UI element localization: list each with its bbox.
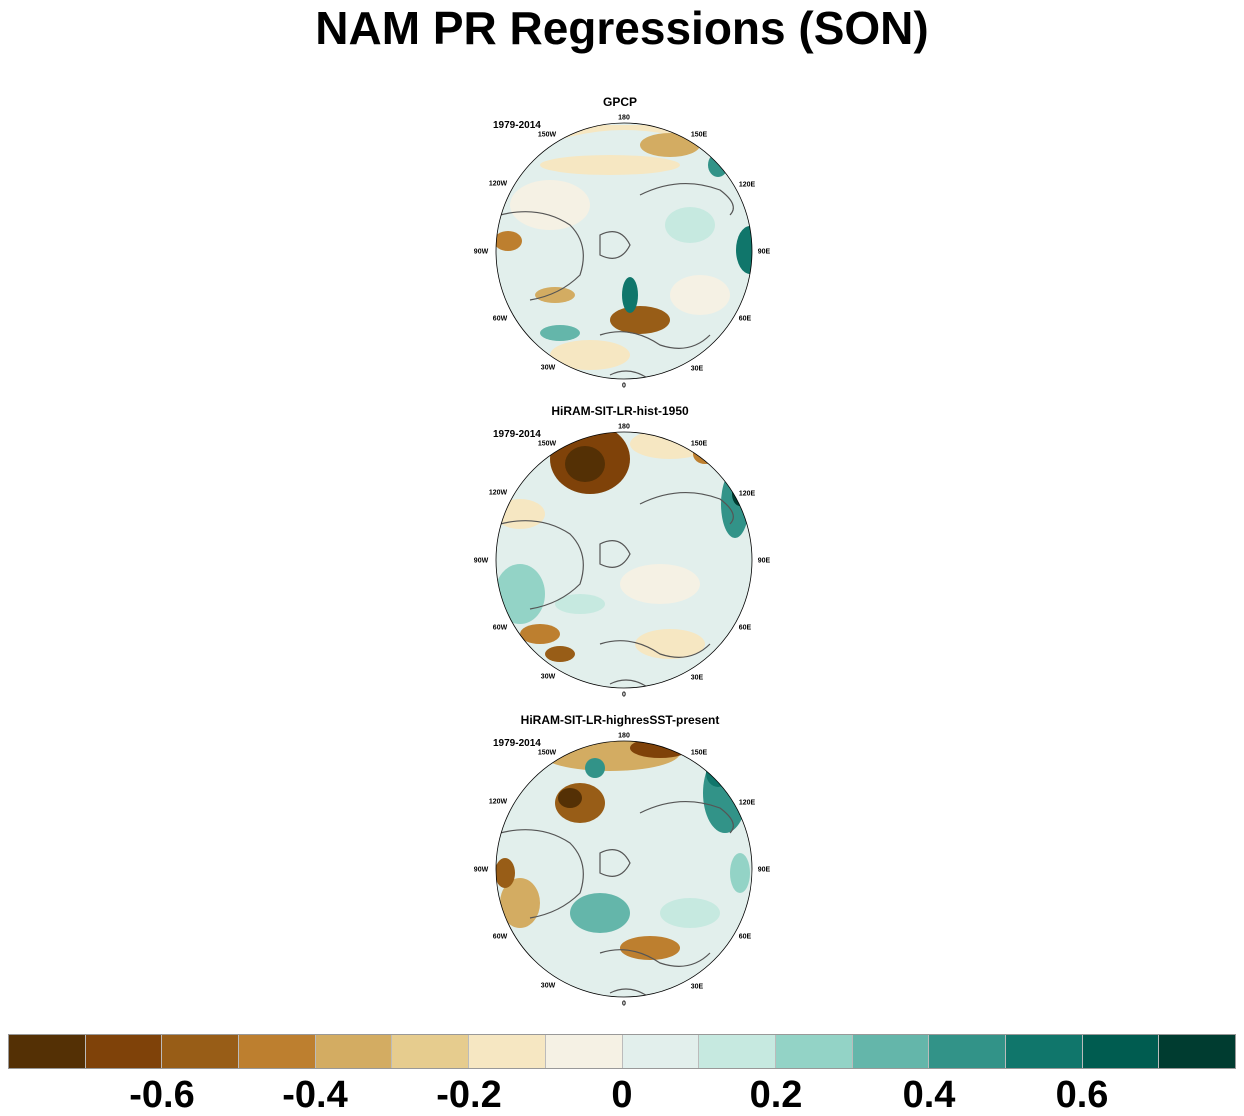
period-label: 1979-2014 [493,120,541,131]
map-panel-highressst-present: HiRAM-SIT-LR-highresSST-present 1979-201… [460,713,780,1013]
lon-label: 30W [540,982,556,990]
lon-label: 90W [473,248,489,256]
polar-map [495,122,753,380]
lon-label: 60E [738,315,752,323]
panel-title: GPCP [602,95,637,109]
lon-label: 60W [492,624,508,632]
lon-label: 150E [690,749,708,757]
colorbar-tick-label: 0.6 [1055,1074,1109,1116]
lon-label: 180 [618,423,630,431]
period-label: 1979-2014 [493,429,541,440]
colorbar-tick-label: 0.2 [749,1074,803,1116]
lon-label: 150E [690,440,708,448]
colorbar-box [852,1035,930,1068]
lon-label: 180 [618,114,630,122]
lon-label: 90E [757,248,771,256]
map-panel-hist-1950: HiRAM-SIT-LR-hist-1950 1979-2014 [460,404,780,704]
colorbar-tick-label: 0 [611,1074,633,1116]
lon-label: 150W [537,131,557,139]
colorbar-box [162,1035,240,1068]
colorbar-box [775,1035,853,1068]
colorbar-tick-label: -0.6 [129,1074,195,1116]
lon-label: 150E [690,131,708,139]
colorbar-box [9,1035,86,1068]
lon-label: 60W [492,315,508,323]
colorbar-box [469,1035,546,1068]
lon-label: 150W [537,749,557,757]
lon-label: 30E [690,983,704,991]
colorbar-box [622,1035,700,1068]
lon-label: 60E [738,933,752,941]
colorbar-box [315,1035,393,1068]
lon-label: 0 [622,691,626,699]
lon-label: 60E [738,624,752,632]
colorbar-box [1082,1035,1160,1068]
colorbar-tick-label: 0.4 [902,1074,956,1116]
lon-label: 180 [618,732,630,740]
colorbar-box [85,1035,163,1068]
colorbar-box [929,1035,1006,1068]
figure-title: NAM PR Regressions (SON) [315,2,929,54]
colorbar-box [1159,1035,1235,1068]
colorbar-tick-label: -0.2 [436,1074,502,1116]
colorbar-box [699,1035,776,1068]
lon-label: 90E [757,557,771,565]
lon-label: 120E [738,799,756,807]
lon-label: 90W [473,557,489,565]
lon-label: 30W [540,673,556,681]
lon-label: 30E [690,674,704,682]
lon-label: 120W [488,798,508,806]
polar-map [495,740,753,998]
map-panel-gpcp: GPCP 1979-2014 180 1 [460,95,780,395]
panel-title: HiRAM-SIT-LR-highresSST-present [520,713,720,727]
colorbar-box [392,1035,470,1068]
lon-label: 0 [622,382,626,390]
period-label: 1979-2014 [493,738,541,749]
lon-label: 0 [622,1000,626,1008]
lon-label: 90E [757,866,771,874]
polar-map [495,431,753,689]
colorbar-tick-label: -0.4 [282,1074,348,1116]
panel-title: HiRAM-SIT-LR-hist-1950 [551,404,689,418]
lon-label: 150W [537,440,557,448]
lon-label: 120E [738,490,756,498]
lon-label: 30E [690,365,704,373]
colorbar-box [239,1035,316,1068]
colorbar [8,1034,1236,1069]
lon-label: 60W [492,933,508,941]
lon-label: 30W [540,364,556,372]
colorbar-box [1005,1035,1083,1068]
lon-label: 120W [488,180,508,188]
lon-label: 120E [738,181,756,189]
lon-label: 90W [473,866,489,874]
colorbar-box [545,1035,623,1068]
lon-label: 120W [488,489,508,497]
